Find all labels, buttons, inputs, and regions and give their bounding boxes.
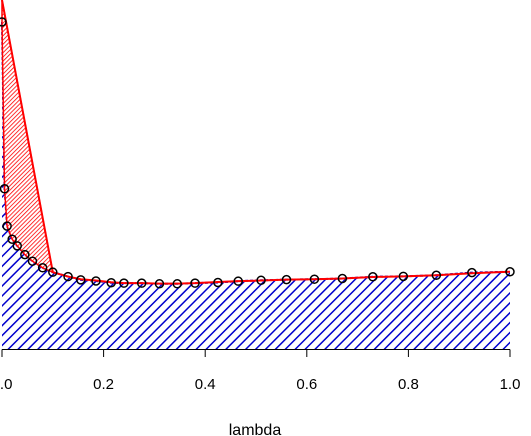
blue-hatched-area bbox=[2, 21, 510, 350]
data-point bbox=[48, 267, 58, 277]
data-point bbox=[431, 270, 442, 280]
circle-markers bbox=[0, 17, 515, 289]
data-point bbox=[190, 278, 200, 288]
data-point bbox=[398, 271, 409, 282]
data-point bbox=[136, 278, 147, 288]
data-point bbox=[505, 266, 515, 277]
data-point bbox=[172, 279, 183, 289]
data-point bbox=[467, 267, 477, 278]
data-point bbox=[7, 234, 17, 245]
data-point bbox=[233, 276, 243, 286]
x-tick-label: 0.0 bbox=[0, 376, 12, 393]
data-point bbox=[281, 274, 292, 285]
data-point bbox=[213, 277, 223, 288]
data-point bbox=[63, 271, 73, 282]
x-tick-label: 0.2 bbox=[93, 376, 114, 393]
data-point bbox=[309, 274, 320, 284]
data-point bbox=[256, 275, 266, 286]
data-point bbox=[12, 241, 22, 251]
blue-area-outline bbox=[1, 21, 511, 285]
x-tick-label: 0.6 bbox=[296, 376, 317, 393]
data-point bbox=[37, 263, 48, 273]
data-point bbox=[75, 275, 86, 285]
data-point bbox=[0, 17, 7, 27]
data-point bbox=[154, 279, 165, 289]
x-tick-label: 1.0 bbox=[500, 376, 521, 393]
x-tick-label: 0.8 bbox=[398, 376, 419, 393]
data-point bbox=[106, 277, 116, 288]
data-point bbox=[2, 221, 12, 231]
data-point bbox=[0, 184, 10, 194]
data-point bbox=[368, 272, 378, 282]
x-axis-title: lambda bbox=[229, 422, 282, 436]
x-axis-ticks: 0.0 0.2 0.4 0.6 0.8 1.0 bbox=[0, 349, 521, 393]
data-point bbox=[91, 276, 101, 286]
data-point bbox=[337, 273, 348, 284]
data-point bbox=[20, 249, 30, 260]
red-series-line bbox=[1, 0, 511, 285]
data-point bbox=[27, 256, 38, 266]
x-tick-label: 0.4 bbox=[195, 376, 216, 393]
data-point bbox=[119, 278, 129, 288]
